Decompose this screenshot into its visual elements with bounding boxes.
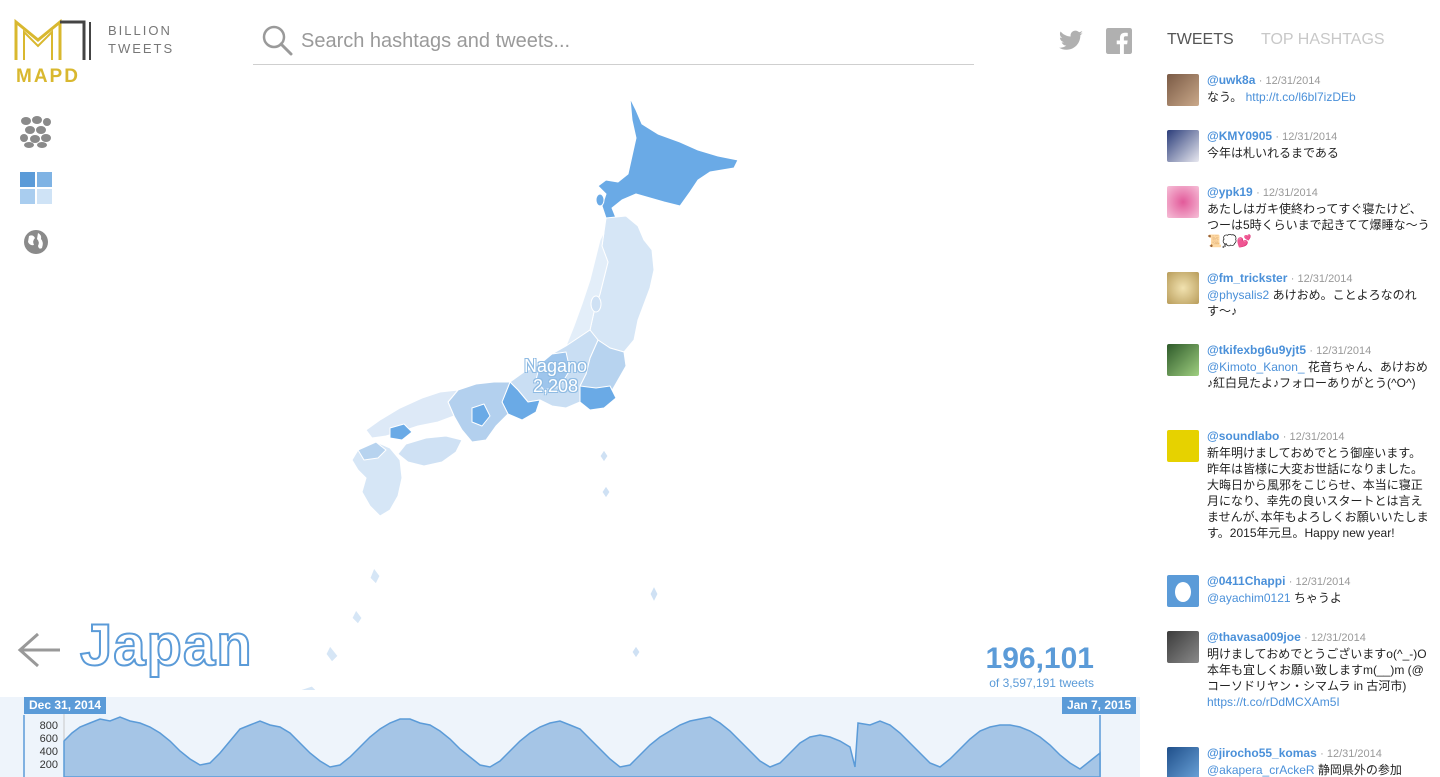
globe-view-icon[interactable]	[20, 226, 52, 258]
y-tick-label: 600	[39, 733, 58, 745]
avatar[interactable]	[1167, 74, 1199, 106]
tab-top-hashtags[interactable]: TOP HASHTAGS	[1261, 31, 1385, 48]
region-tokyo[interactable]	[579, 385, 617, 411]
tweet-user[interactable]: @fm_trickster	[1207, 271, 1288, 285]
logo-line-1: BILLION	[108, 23, 172, 38]
search-icon	[262, 25, 293, 56]
tweet-count-number: 196,101	[985, 642, 1094, 675]
logo-line-2: TWEETS	[108, 41, 175, 56]
tweet-text: なう。	[1207, 90, 1243, 104]
tweet-text: あたしはガキ使終わってすぐ寝たけど、つーは5時くらいまで起きてて爆睡な〜う📜💭💕	[1207, 202, 1430, 248]
region-shikoku[interactable]	[397, 435, 463, 467]
tweet-user[interactable]: @0411Chappi	[1207, 574, 1286, 588]
tweet-mention[interactable]: @akapera_crAckeR	[1207, 763, 1315, 777]
tweet-date: 12/31/2014	[1316, 345, 1372, 357]
tweet-date: 12/31/2014	[1262, 187, 1318, 199]
tweet-feed[interactable]: @uwk8a · 12/31/2014 なう。 http://t.co/l6bl…	[1167, 70, 1432, 777]
tweet-date: 12/31/2014	[1310, 632, 1366, 644]
logo[interactable]: BILLION TWEETS MAPD	[14, 18, 174, 88]
island-okinawa-2[interactable]	[351, 609, 363, 625]
tweet-link[interactable]: http://t.co/l6bl7izDEb	[1245, 90, 1356, 104]
tweet-date: 12/31/2014	[1289, 431, 1345, 443]
egg-icon	[1175, 582, 1191, 602]
hexbin-view-icon[interactable]	[20, 116, 52, 148]
timeline-end-date[interactable]: Jan 7, 2015	[1062, 697, 1137, 714]
tweet-text: 今年は札いれるまである	[1207, 146, 1339, 160]
avatar[interactable]	[1167, 130, 1199, 162]
y-tick-label: 800	[39, 720, 58, 732]
tweet-text: 新年明けましておめでとう御座います。 昨年は皆様に大変お世話になりました。 大晦…	[1207, 446, 1429, 540]
tweet-user[interactable]: @KMY0905	[1207, 129, 1273, 143]
avatar[interactable]	[1167, 575, 1199, 607]
choropleth-map[interactable]: Nagano 2,208	[240, 90, 760, 701]
tweet-count-total: of 3,597,191 tweets	[989, 676, 1094, 690]
hover-region-value: 2,208	[533, 376, 579, 396]
avatar[interactable]	[1167, 747, 1199, 777]
logo-mark-icon	[14, 18, 91, 60]
tweet-text: 明けましておめでとうございますo(^_-)O 本年も宜しくお願い致しますm(__…	[1207, 647, 1427, 693]
region-nagano[interactable]	[535, 351, 571, 391]
logo-brand: MAPD	[16, 66, 80, 87]
region-kyushu[interactable]	[351, 441, 403, 517]
avatar[interactable]	[1167, 272, 1199, 304]
y-tick-label: 200	[39, 759, 58, 771]
island-ryukyu[interactable]	[299, 685, 321, 701]
tab-tweets[interactable]: TWEETS	[1167, 31, 1234, 48]
region-fukuoka[interactable]	[357, 441, 387, 461]
tweet-date: 12/31/2014	[1295, 576, 1351, 588]
tweet-mention[interactable]: @Kimoto_Kanon_	[1207, 360, 1305, 374]
island-okinawa-1[interactable]	[369, 567, 381, 585]
tweet-user[interactable]: @tkifexbg6u9yjt5	[1207, 343, 1307, 357]
tweet-mention[interactable]: @physalis2	[1207, 288, 1270, 302]
tweet-link[interactable]: https://t.co/rDdMCXAm5I	[1207, 695, 1340, 709]
avatar[interactable]	[1167, 430, 1199, 462]
facebook-icon[interactable]	[1106, 28, 1132, 54]
tweet-text: 静岡県外の参加	[1317, 763, 1402, 777]
tweet-user[interactable]: @ypk19	[1207, 185, 1253, 199]
tweet-mention[interactable]: @ayachim0121	[1207, 591, 1291, 605]
tweet-user[interactable]: @thavasa009joe	[1207, 630, 1301, 644]
tweet-date: 12/31/2014	[1297, 273, 1353, 285]
tweet-text: あけおめ。ことよろなのれす〜♪	[1207, 288, 1417, 318]
search-input[interactable]	[301, 26, 961, 56]
timeline-area	[63, 716, 1101, 777]
hover-region-name: Nagano	[524, 356, 588, 376]
region-osaka[interactable]	[471, 403, 491, 427]
avatar[interactable]	[1167, 186, 1199, 218]
island-okinawa-3[interactable]	[325, 645, 339, 663]
tweet-count: 196,101 of 3,597,191 tweets	[986, 642, 1094, 690]
choropleth-view-icon[interactable]	[20, 172, 52, 204]
back-arrow-icon[interactable]	[16, 630, 62, 670]
avatar[interactable]	[1167, 631, 1199, 663]
tweet-user[interactable]: @jirocho55_komas	[1207, 746, 1317, 760]
island-izu-2[interactable]	[601, 485, 611, 499]
tweet-text: ちゃうよ	[1293, 591, 1342, 605]
country-title: Japan	[79, 612, 253, 679]
twitter-icon[interactable]	[1058, 28, 1084, 54]
tweet-date: 12/31/2014	[1265, 75, 1321, 87]
island-north[interactable]	[595, 193, 605, 207]
tweet-user[interactable]: @uwk8a	[1207, 73, 1256, 87]
tweet-user[interactable]: @soundlabo	[1207, 429, 1280, 443]
island-iwo[interactable]	[631, 645, 641, 659]
region-chugoku[interactable]	[365, 389, 459, 439]
avatar[interactable]	[1167, 344, 1199, 376]
tweet-date: 12/31/2014	[1282, 131, 1338, 143]
timeline-chart[interactable]: Dec 31, 2014 Jan 7, 2015 800 600 400 200	[0, 697, 1140, 777]
tweet-date: 12/31/2014	[1326, 748, 1382, 760]
y-tick-label: 400	[39, 746, 58, 758]
region-hiroshima[interactable]	[389, 423, 413, 441]
timeline-svg[interactable]	[0, 697, 1140, 777]
japan-map-svg[interactable]	[240, 90, 760, 701]
island-izu[interactable]	[599, 449, 609, 463]
timeline-start-date[interactable]: Dec 31, 2014	[24, 697, 107, 714]
hover-label: Nagano 2,208	[524, 356, 587, 396]
search-bar[interactable]	[253, 20, 974, 65]
island-ogasawara[interactable]	[649, 585, 659, 603]
region-hokkaido[interactable]	[597, 97, 739, 219]
island-sado[interactable]	[590, 295, 602, 313]
tweet-text: 花音ちゃん、あけおめ♪紅白見たよ♪フォローありがとう(^O^)	[1207, 360, 1428, 390]
